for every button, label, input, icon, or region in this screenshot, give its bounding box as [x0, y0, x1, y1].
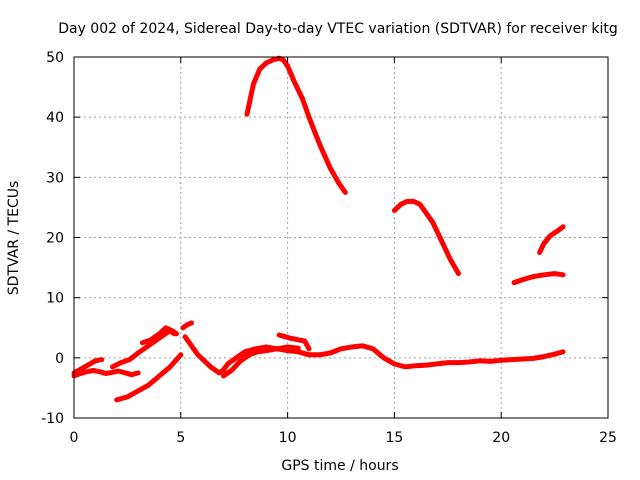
series-arc-low-9	[276, 332, 312, 352]
y-axis-label: SDTVAR / TECUs	[6, 181, 22, 296]
series-group	[71, 55, 566, 403]
y-tick-label: 50	[46, 50, 64, 66]
x-tick-label: 5	[176, 430, 185, 446]
series-arc-low-6	[180, 320, 194, 331]
y-tick-label: 20	[46, 231, 64, 247]
x-tick-label: 10	[279, 430, 297, 446]
chart-title: Day 002 of 2024, Sidereal Day-to-day VTE…	[58, 21, 618, 37]
series-arc-mid-2	[537, 224, 566, 255]
series-arc-low-2	[71, 368, 141, 379]
x-tick-label: 25	[599, 430, 617, 446]
x-axis-label: GPS time / hours	[281, 458, 398, 474]
series-arc-mid-1	[511, 271, 566, 286]
y-tick-label: 30	[46, 170, 64, 186]
y-tick-label: 40	[46, 110, 64, 126]
x-tick-label: 0	[70, 430, 79, 446]
series-arc-low-3	[71, 357, 105, 376]
y-tick-label: 0	[55, 351, 64, 367]
y-tick-label: -10	[41, 411, 64, 427]
series-arc-low-8	[221, 344, 301, 379]
x-tick-label: 15	[385, 430, 403, 446]
grid	[74, 57, 608, 418]
series-arc-low-4	[109, 328, 177, 370]
axis-ticks: 0 5 10 15 20 25 -10 0 10 20 30 40 50	[41, 50, 617, 446]
series-arc-low-7	[182, 334, 566, 376]
series-arc-high-2	[391, 198, 461, 277]
x-tick-label: 20	[492, 430, 510, 446]
y-tick-label: 10	[46, 291, 64, 307]
series-arc-low-5	[139, 325, 179, 346]
series-arc-low-1	[114, 352, 184, 403]
series-arc-high-1	[244, 55, 348, 195]
